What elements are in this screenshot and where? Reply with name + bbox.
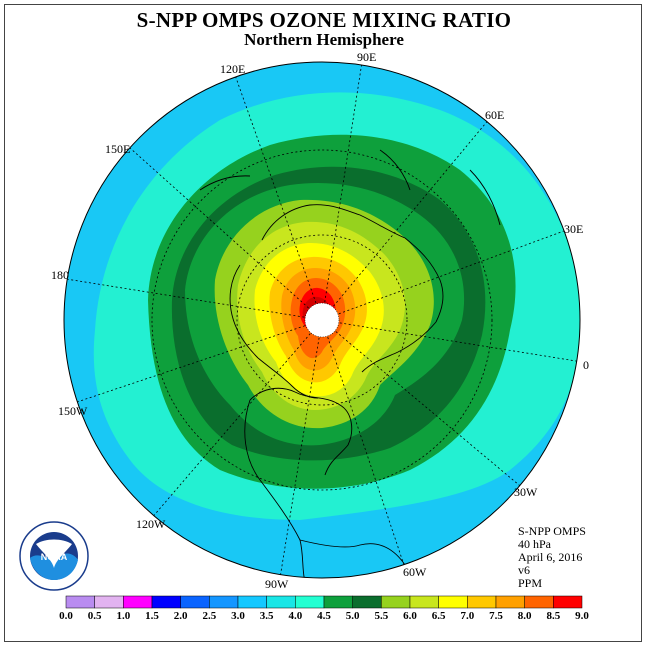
colorbar-tick-label: 1.0 [116,610,131,622]
colorbar-tick-label: 2.5 [202,610,217,622]
colorbar-swatch [266,595,296,609]
info-level: 40 hPa [518,537,551,551]
polar-no-data-cap [304,302,340,338]
colorbar-tick-label: 4.5 [317,610,331,622]
lon-label-120e: 120E [220,62,246,76]
colorbar-swatch [438,595,468,609]
figure-frame [4,4,642,642]
colorbar-swatch [151,595,181,609]
colorbar-tick-label: 2.0 [173,610,188,622]
map-title: S-NPP OMPS OZONE MIXING RATIO [136,8,512,32]
colorbar-tick-label: 8.5 [546,610,561,622]
lon-label-60e: 60E [485,108,505,122]
lon-label-0: 0 [583,358,589,372]
colorbar-tick-label: 8.0 [517,610,532,622]
noaa-logo-text: NOAA [41,552,68,562]
colorbar-tick-label: 6.5 [431,610,446,622]
colorbar-tick-label: 0.0 [59,610,73,622]
colorbar-tick-label: 5.5 [374,610,389,622]
lon-label-90w: 90W [265,577,289,591]
colorbar-tick-label: 4.0 [288,610,303,622]
colorbar-tick-label: 9.0 [575,610,589,622]
lon-label-30e: 30E [564,222,584,236]
colorbar-swatch [467,595,497,609]
coastlines [199,149,501,578]
colorbar-swatch [524,595,554,609]
lon-label-150w: 150W [58,404,88,418]
info-instrument: S-NPP OMPS [518,524,586,538]
colorbar-tick-label: 1.5 [145,610,159,622]
info-date: April 6, 2016 [518,550,583,564]
colorbar-swatch [381,595,411,609]
colorbar-tick-label: 3.0 [231,610,245,622]
lon-label-90e: 90E [357,50,377,64]
colorbar-tick-label: 0.5 [87,610,102,622]
colorbar-tick-label: 7.0 [460,610,475,622]
lon-label-60w: 60W [403,565,427,579]
colorbar-tick-label: 6.0 [403,610,417,622]
lon-label-180: 180 [51,268,69,282]
colorbar-swatch [409,595,439,609]
colorbar [65,595,583,609]
colorbar-swatch [180,595,210,609]
colorbar-swatch [123,595,153,609]
info-version: v6 [518,563,530,577]
colorbar-swatch [352,595,382,609]
map-boundary [63,61,581,579]
lon-label-30w: 30W [514,485,538,499]
colorbar-swatch [323,595,353,609]
colorbar-tick-label: 3.5 [259,610,274,622]
noaa-logo: NOAA [19,521,89,591]
graticule [64,62,580,578]
colorbar-swatch [65,595,95,609]
colorbar-swatch [94,595,124,609]
lon-label-150e: 150E [105,142,131,156]
colorbar-tick-label: 5.0 [345,610,360,622]
colorbar-tick-label: 7.5 [489,610,503,622]
colorbar-swatch [295,595,325,609]
info-units: PPM [518,576,543,590]
lon-label-120w: 120W [136,517,166,531]
map-subtitle: Northern Hemisphere [244,30,404,49]
colorbar-swatch [553,595,583,609]
info-block: S-NPP OMPS 40 hPa April 6, 2016 v6 PPM [518,525,586,590]
colorbar-swatch [237,595,267,609]
colorbar-swatch [495,595,525,609]
colorbar-swatch [209,595,239,609]
